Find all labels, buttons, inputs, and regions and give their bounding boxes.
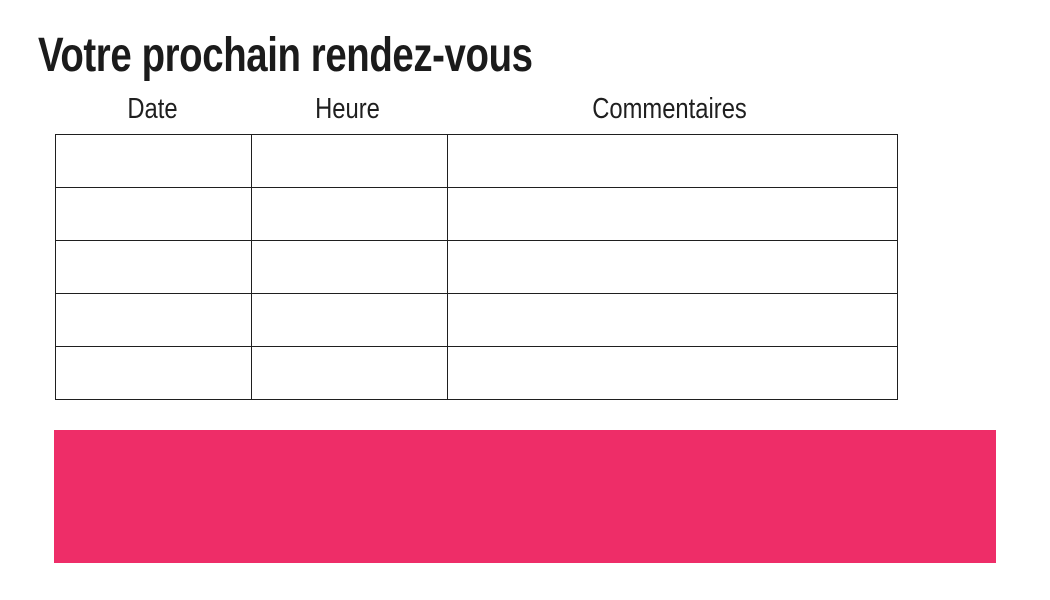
cell-commentaires bbox=[447, 293, 898, 347]
table-row bbox=[55, 187, 898, 241]
cell-commentaires bbox=[447, 346, 898, 400]
appointments-table-body bbox=[55, 134, 898, 400]
cell-date bbox=[55, 240, 252, 294]
table-header-row: Date Heure Commentaires bbox=[55, 90, 894, 128]
cell-heure bbox=[251, 240, 448, 294]
cell-heure bbox=[251, 293, 448, 347]
cell-date bbox=[55, 346, 252, 400]
table-row bbox=[55, 240, 898, 294]
cell-heure bbox=[251, 134, 448, 188]
cell-date bbox=[55, 293, 252, 347]
column-header-commentaires: Commentaires bbox=[592, 92, 747, 125]
column-header-heure: Heure bbox=[315, 92, 380, 125]
cell-date bbox=[55, 134, 252, 188]
cell-commentaires bbox=[447, 187, 898, 241]
appointments-table bbox=[55, 134, 898, 400]
cell-heure bbox=[251, 187, 448, 241]
page-title: Votre prochain rendez-vous bbox=[38, 29, 533, 82]
table-row bbox=[55, 346, 898, 400]
cell-commentaires bbox=[447, 134, 898, 188]
table-row bbox=[55, 134, 898, 188]
table-row bbox=[55, 293, 898, 347]
cell-date bbox=[55, 187, 252, 241]
column-header-date: Date bbox=[127, 92, 178, 125]
cell-heure bbox=[251, 346, 448, 400]
cell-commentaires bbox=[447, 240, 898, 294]
highlight-banner bbox=[54, 430, 996, 563]
